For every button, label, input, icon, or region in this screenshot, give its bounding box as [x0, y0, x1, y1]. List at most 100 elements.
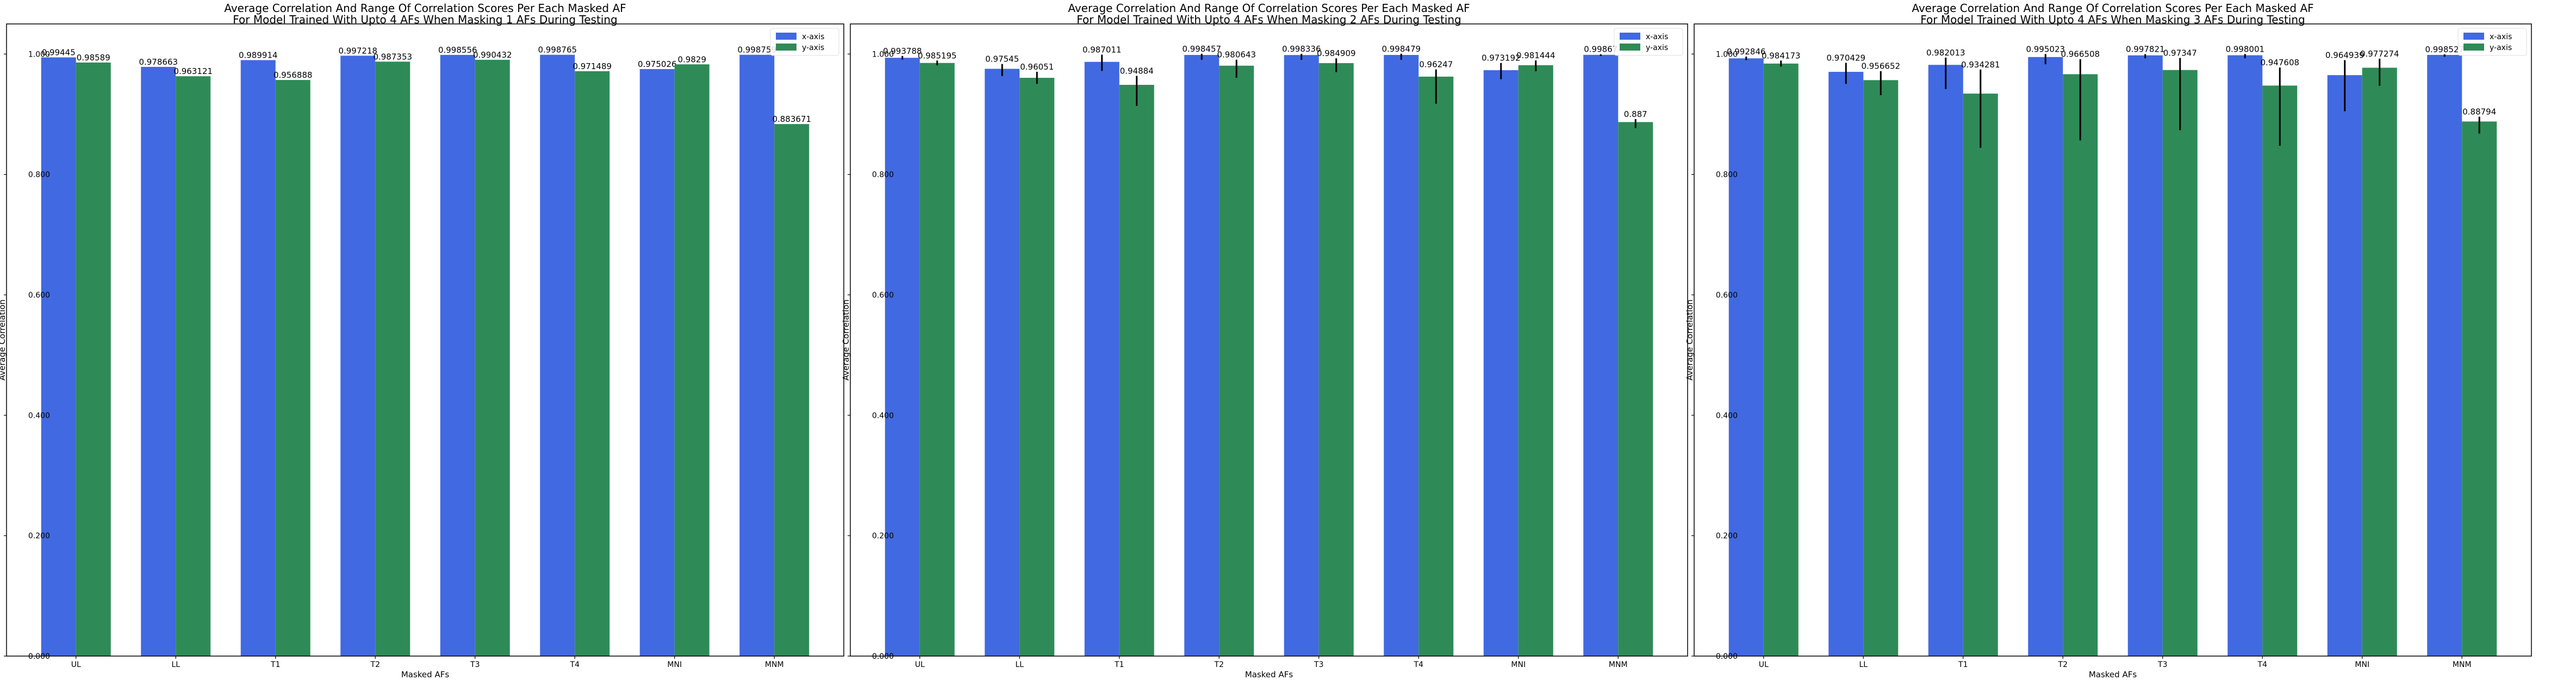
- legend-label: x-axis: [1646, 33, 1668, 41]
- bar-x-axis-T4: [540, 54, 575, 656]
- y-tick-label: 0.000: [1716, 652, 1738, 661]
- bar-value-label: 0.990432: [473, 50, 512, 60]
- bar-x-axis-MNM: [1583, 54, 1619, 657]
- x-axis-label: Masked AFs: [2089, 670, 2137, 679]
- bar-x-axis-T4: [2227, 55, 2263, 657]
- bar-value-label: 0.984173: [1762, 51, 1801, 60]
- x-tick-label: UL: [915, 660, 925, 669]
- bar-y-axis-UL: [919, 63, 955, 657]
- bar-value-label: 0.94884: [1120, 66, 1154, 76]
- bar-value-label: 0.966508: [2061, 50, 2100, 59]
- y-axis-label: Average Correlation: [0, 299, 7, 380]
- x-tick-label: T1: [270, 660, 280, 669]
- x-tick-label: LL: [1859, 660, 1868, 669]
- bar-value-label: 0.997218: [338, 46, 377, 55]
- bar-x-axis-LL: [985, 69, 1020, 657]
- x-tick-label: MNI: [667, 660, 682, 669]
- x-tick-label: MNM: [2453, 660, 2472, 669]
- bar-value-label: 0.956888: [273, 70, 313, 80]
- bar-value-label: 0.987353: [373, 52, 412, 61]
- bar-value-label: 0.980643: [1217, 50, 1256, 60]
- bar-value-label: 0.947608: [2260, 58, 2299, 67]
- x-tick-label: T3: [2157, 660, 2167, 669]
- chart-panel-3: Average Correlation And Range Of Correla…: [1685, 2, 2532, 679]
- y-axis-label: Average Correlation: [841, 299, 851, 380]
- bar-y-axis-T3: [1318, 63, 1354, 656]
- chart-title: Average Correlation And Range Of Correla…: [1068, 2, 1470, 15]
- legend: x-axis y-axis: [2457, 28, 2527, 56]
- bar-y-axis-UL: [76, 62, 111, 657]
- bar-value-label: 0.975026: [638, 59, 677, 69]
- plot-frame: [1694, 23, 2532, 657]
- legend: x-axis y-axis: [1614, 28, 1683, 56]
- bar-value-label: 0.984909: [1317, 48, 1356, 58]
- legend-swatch-y-axis: [2463, 44, 2484, 51]
- bar-x-axis-T2: [1184, 55, 1219, 657]
- x-tick-label: T2: [370, 660, 380, 669]
- y-tick-label: 0.800: [872, 171, 894, 180]
- bar-y-axis-T3: [2162, 70, 2198, 656]
- bar-value-label: 0.883671: [772, 114, 811, 124]
- bar-value-label: 0.98589: [77, 53, 110, 63]
- legend: x-axis y-axis: [770, 28, 839, 56]
- bar-y-axis-MNI: [674, 64, 710, 657]
- bar-y-axis-MNM: [1618, 122, 1653, 657]
- legend-label: x-axis: [802, 33, 824, 41]
- bar-y-axis-MNI: [1518, 65, 1553, 656]
- chart-title: Average Correlation And Range Of Correla…: [1912, 2, 2313, 15]
- bar-value-label: 0.887: [1624, 109, 1647, 119]
- bar-value-label: 0.99867: [1584, 45, 1617, 54]
- bar-y-axis-T2: [2063, 74, 2098, 656]
- bar-value-label: 0.977274: [2360, 49, 2399, 59]
- bar-value-label: 0.998001: [2225, 44, 2264, 54]
- bar-x-axis-UL: [885, 58, 920, 656]
- bar-value-label: 0.973192: [1482, 53, 1521, 63]
- legend-swatch-x-axis: [1620, 33, 1640, 40]
- bar-value-label: 0.992846: [1727, 47, 1766, 57]
- x-tick-label: T4: [1414, 660, 1424, 669]
- y-tick-label: 1.000: [872, 50, 894, 59]
- bar-value-label: 0.963121: [173, 66, 213, 76]
- bar-value-label: 0.998527: [2425, 45, 2464, 54]
- bar-value-label: 0.998765: [538, 45, 577, 55]
- x-tick-label: UL: [1759, 660, 1769, 669]
- bar-value-label: 0.995023: [2026, 44, 2065, 54]
- bar-value-label: 0.985195: [918, 51, 957, 60]
- bar-x-axis-MNI: [2327, 75, 2362, 657]
- bar-x-axis-T3: [440, 54, 475, 656]
- bar-x-axis-T3: [2127, 55, 2163, 657]
- x-axis-label: Masked AFs: [1245, 670, 1293, 679]
- x-tick-label: T4: [570, 660, 580, 669]
- bar-value-label: 0.989914: [239, 50, 278, 60]
- bar-x-axis-T2: [2028, 57, 2063, 657]
- x-tick-label: T2: [1214, 660, 1224, 669]
- bar-x-axis-MNI: [639, 69, 675, 657]
- bar-value-label: 0.971489: [573, 61, 612, 71]
- x-tick-label: T4: [2257, 660, 2268, 669]
- bar-y-axis-MNM: [2462, 121, 2497, 656]
- legend-label: x-axis: [2490, 33, 2512, 41]
- plot-frame: [6, 23, 844, 657]
- x-tick-label: T2: [2058, 660, 2068, 669]
- bar-y-axis-UL: [1763, 63, 1799, 657]
- bar-y-axis-LL: [1019, 78, 1055, 656]
- bar-x-axis-T1: [240, 60, 276, 657]
- bar-value-label: 0.96051: [1020, 62, 1054, 72]
- y-tick-label: 0.000: [872, 652, 894, 661]
- bar-y-axis-T4: [2262, 85, 2298, 656]
- bar-value-label: 0.970429: [1826, 53, 1865, 63]
- y-tick-label: 0.400: [1716, 411, 1738, 420]
- legend-label: y-axis: [2490, 44, 2512, 52]
- bar-y-axis-T2: [1219, 65, 1254, 656]
- bar-x-axis-LL: [1828, 72, 1864, 656]
- bar-value-label: 0.99445: [42, 47, 76, 57]
- y-tick-label: 0.400: [872, 411, 894, 420]
- x-tick-label: MNM: [1609, 660, 1628, 669]
- bar-y-axis-MNI: [2362, 67, 2397, 657]
- bar-x-axis-T1: [1928, 65, 1963, 657]
- bar-value-label: 0.998457: [1182, 44, 1221, 54]
- bar-x-axis-T2: [340, 55, 376, 656]
- bar-y-axis-T1: [1119, 84, 1154, 656]
- bar-value-label: 0.987011: [1082, 45, 1122, 54]
- x-tick-label: T3: [470, 660, 480, 669]
